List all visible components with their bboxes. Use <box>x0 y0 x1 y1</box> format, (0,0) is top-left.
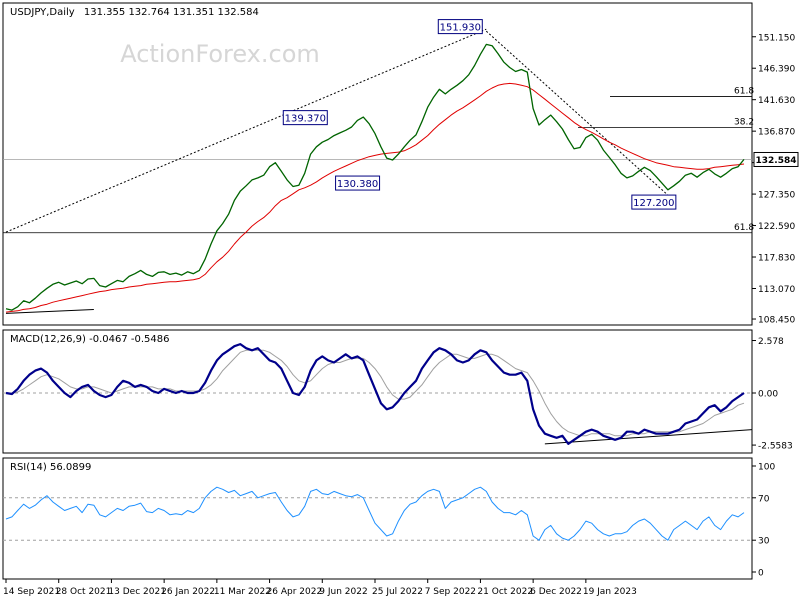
price-grid: 61.8 38.2 61.8 <box>3 87 754 234</box>
price-annotations: 151.930 139.370 130.380 127.200 <box>282 19 677 210</box>
x-tick-label: 13 Dec 2021 <box>108 587 166 597</box>
rsi-line <box>5 486 745 541</box>
price-lines <box>5 28 745 314</box>
symbol-label: USDJPY,Daily <box>10 7 75 18</box>
swing-label: 130.380 <box>337 179 378 190</box>
swing-label: 127.200 <box>633 198 674 209</box>
price-y-tick-label: 136.870 <box>758 128 795 138</box>
x-tick-label: 9 Jun 2022 <box>319 587 367 597</box>
x-tick-label: 26 Apr 2022 <box>267 587 323 597</box>
macd-y-tick-label: -2.5583 <box>758 442 793 452</box>
rsi-y-axis: 100 70 30 0 <box>752 463 775 579</box>
rsi-panel: RSI(14) 56.0899 100 70 30 0 <box>2 457 775 580</box>
price-y-tick-label: 127.350 <box>758 191 795 201</box>
swing-label-box <box>335 175 381 191</box>
price-panel: ActionForex.com USDJPY,Daily 131.355 132… <box>2 2 799 326</box>
swing-label: 151.930 <box>440 23 481 34</box>
price-y-axis: 151.150146.390141.630136.870132.110127.3… <box>752 33 799 326</box>
macd-panel: MACD(12,26,9) -0.0467 -0.5486 2.578 0.00 -… <box>2 329 793 454</box>
macd-y-axis: 2.578 0.00 -2.5583 <box>752 337 793 452</box>
current-price-label: 132.584 <box>756 156 797 166</box>
fib-level-label: 61.8 <box>734 87 754 97</box>
x-tick-label: 25 Jul 2022 <box>372 587 423 597</box>
x-tick-label: 26 Jan 2022 <box>161 587 215 597</box>
moving-average-line <box>5 82 745 313</box>
price-y-tick-label: 141.630 <box>758 96 795 106</box>
macd-y-tick-label: 2.578 <box>758 337 784 347</box>
rsi-lines <box>5 486 745 541</box>
ohlc-values: 131.355 132.764 131.351 132.584 <box>84 7 259 18</box>
current-price-tag <box>753 151 799 167</box>
price-y-tick-label: 151.150 <box>758 33 795 43</box>
watermark: ActionForex.com <box>120 40 320 68</box>
x-tick-label: 7 Sep 2022 <box>425 587 476 597</box>
trendline <box>5 308 94 314</box>
price-y-tick-label: 108.450 <box>758 316 795 326</box>
price-y-tick-label: 122.590 <box>758 222 795 232</box>
rsi-panel-frame <box>2 457 753 580</box>
rsi-y-tick-label: 70 <box>758 494 770 504</box>
x-tick-label: 14 Sep 2021 <box>3 587 60 597</box>
price-y-tick-label: 113.070 <box>758 285 795 295</box>
rsi-y-tick-label: 100 <box>758 463 775 473</box>
x-tick-label: 21 Oct 2022 <box>477 587 533 597</box>
swing-label-box <box>631 194 677 210</box>
rsi-y-tick-label: 0 <box>758 569 764 579</box>
x-tick-label: 19 Jan 2023 <box>583 587 637 597</box>
macd-line <box>5 343 745 445</box>
price-y-tick-label: 117.830 <box>758 254 795 264</box>
fib-level-label: 61.8 <box>734 223 754 233</box>
price-header: USDJPY,Daily 131.355 132.764 131.351 132… <box>10 7 259 18</box>
price-panel-frame <box>2 2 753 326</box>
trendline <box>5 28 487 233</box>
macd-trendline <box>544 429 753 445</box>
price-line <box>5 43 745 311</box>
macd-lines <box>5 343 753 445</box>
trendline <box>485 30 669 196</box>
macd-signal-line <box>6 349 745 437</box>
price-y-tick-label: 146.390 <box>758 65 795 75</box>
x-tick-label: 28 Oct 2021 <box>56 587 112 597</box>
x-tick-label: 6 Dec 2022 <box>530 587 582 597</box>
fib-level-label: 38.2 <box>734 118 754 128</box>
swing-label: 139.370 <box>285 114 326 125</box>
rsi-header: RSI(14) 56.0899 <box>10 462 91 473</box>
swing-label-box <box>437 19 483 35</box>
rsi-grid <box>3 497 752 541</box>
swing-label-box <box>282 110 328 126</box>
x-tick-label: 11 Mar 2022 <box>214 587 271 597</box>
rsi-y-tick-label: 30 <box>758 537 770 547</box>
macd-header: MACD(12,26,9) -0.0467 -0.5486 <box>10 334 170 345</box>
macd-y-tick-label: 0.00 <box>758 390 778 400</box>
